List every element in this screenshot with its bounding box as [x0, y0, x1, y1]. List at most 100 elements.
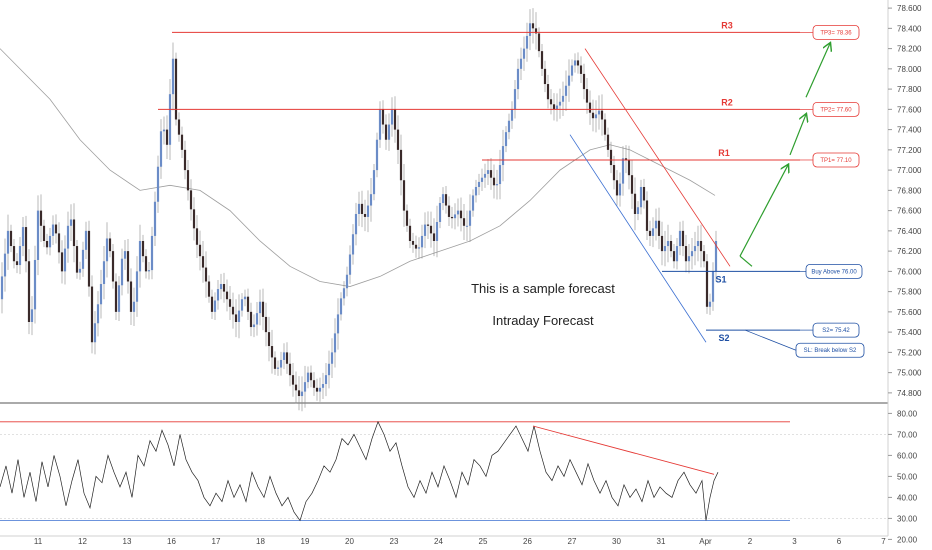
price-tick-label: 78.400 — [897, 24, 922, 33]
candle-body — [510, 109, 514, 121]
candle-body — [438, 203, 442, 223]
candle-body — [147, 270, 151, 272]
candle-body — [453, 214, 457, 219]
candle-body — [444, 194, 448, 206]
callout-text-r3: TP3= 78.36 — [820, 30, 852, 36]
candle-body — [297, 390, 301, 397]
price-tick-label: 76.200 — [897, 247, 922, 256]
candle-body — [675, 246, 679, 262]
callout-box-r3 — [812, 25, 860, 40]
candle-body — [564, 85, 568, 96]
time-tick-label: 24 — [434, 537, 443, 546]
candle-body — [408, 225, 412, 241]
candle-body — [411, 240, 415, 245]
candle-body — [153, 201, 157, 236]
price-tick-label: 75.200 — [897, 348, 922, 357]
candle-body — [285, 352, 289, 364]
oscillator-tick-label: 40.00 — [897, 493, 918, 502]
time-tick-label: 12 — [78, 537, 87, 546]
candle-body — [708, 301, 712, 307]
candle-body — [45, 240, 49, 248]
candle-body — [474, 186, 478, 196]
candle-body — [387, 124, 391, 140]
candle-body — [120, 258, 124, 286]
candle-body — [399, 149, 403, 181]
candle-body — [606, 134, 610, 150]
price-tick-label: 75.600 — [897, 308, 922, 317]
time-tick-label: 11 — [34, 537, 43, 546]
time-tick-label: 20 — [345, 537, 354, 546]
candle-body — [447, 205, 451, 217]
candle-body — [576, 60, 580, 66]
candle-body — [111, 251, 115, 282]
candle-body — [582, 73, 586, 90]
candle-body — [636, 207, 640, 214]
price-tick-label: 77.600 — [897, 105, 922, 114]
candle-body — [561, 95, 565, 102]
callout-text-s2: S2= 75.42 — [822, 328, 850, 334]
candle-body — [609, 149, 613, 166]
candle-body — [612, 165, 616, 181]
time-tick-label: 2 — [748, 537, 753, 546]
candle-body — [141, 240, 145, 257]
candle-body — [537, 33, 541, 52]
candle-body — [441, 194, 445, 204]
candle-body — [459, 210, 463, 219]
candle-body — [309, 372, 313, 381]
candle-body — [42, 225, 46, 241]
candle-body — [150, 235, 154, 271]
candle-body — [654, 220, 658, 229]
candle-body — [381, 109, 385, 125]
candle-body — [324, 375, 328, 385]
candle-body — [696, 240, 700, 247]
candle-body — [249, 311, 253, 328]
candle-body — [528, 23, 532, 36]
candle-body — [72, 219, 76, 247]
candle-body — [669, 240, 673, 252]
price-tick-label: 77.400 — [897, 126, 922, 135]
callout-box-r2 — [812, 101, 860, 117]
candle-body — [204, 267, 208, 282]
candle-body — [705, 261, 709, 307]
level-label-r3: R3 — [721, 20, 733, 30]
time-tick-label: 3 — [792, 537, 797, 546]
price-tick-label: 74.800 — [897, 389, 922, 398]
oscillator-tick-label: 70.00 — [897, 430, 918, 439]
candle-body — [525, 35, 529, 49]
candle-body — [18, 246, 22, 266]
candle-body — [513, 89, 517, 110]
candle-body — [102, 261, 106, 285]
candle-body — [657, 220, 661, 236]
candle-body — [9, 230, 13, 247]
sl-connector — [744, 329, 797, 351]
annotation-intraday-forecast: Intraday Forecast — [492, 313, 594, 328]
candle-body — [270, 346, 274, 358]
candle-body — [12, 246, 16, 262]
candle-body — [375, 139, 379, 171]
candle-body — [366, 205, 370, 217]
candle-body — [36, 210, 40, 260]
candle-body — [702, 251, 706, 262]
candle-body — [0, 276, 4, 300]
callout-box-r1 — [812, 152, 860, 168]
candle-body — [480, 177, 484, 182]
candle-body — [210, 296, 214, 312]
candle-body — [267, 332, 271, 347]
oscillator-tick-label: 30.00 — [897, 514, 918, 523]
candle-body — [207, 281, 211, 297]
candle-body — [192, 209, 196, 229]
candle-body — [660, 235, 664, 252]
candle-body — [402, 180, 406, 211]
candle-body — [96, 304, 100, 324]
candle-body — [597, 110, 601, 115]
candle-body — [201, 256, 205, 268]
candle-body — [189, 190, 193, 210]
candle-body — [336, 314, 340, 334]
candle-body — [573, 60, 577, 66]
sl-callout-text: SL: Break below S2 — [804, 348, 857, 354]
forecast-arrow-1 — [739, 165, 788, 257]
candle-body — [666, 240, 670, 247]
candle-body — [345, 274, 349, 289]
candle-body — [534, 28, 538, 34]
candle-body — [171, 58, 175, 95]
